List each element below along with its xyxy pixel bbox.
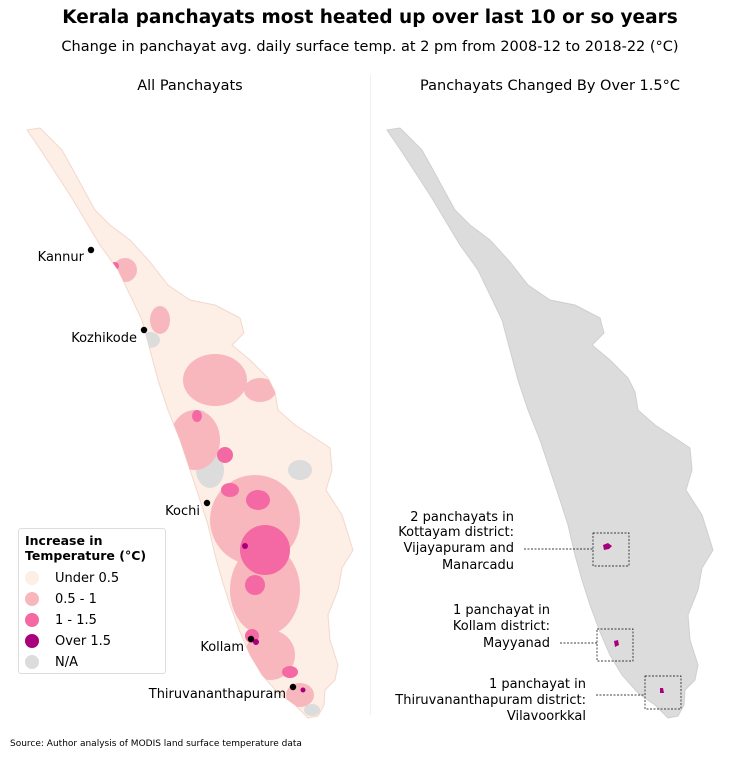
city-marker-kochi <box>203 499 211 507</box>
chart-title: Kerala panchayats most heated up over la… <box>62 7 678 28</box>
legend-swatch-under-0-5 <box>25 571 39 585</box>
city-label-kochi: Kochi <box>165 504 200 519</box>
annotation-kottayam-line1: 2 panchayats in <box>410 510 514 525</box>
annotation-kollam-line2: Kollam district: <box>453 619 550 634</box>
annotation-thiruvananthapuram-line1: 1 panchayat in <box>489 677 586 692</box>
map-left-regions <box>52 189 320 716</box>
annotation-kollam-line3: Mayyanad <box>483 636 550 651</box>
legend-label: N/A <box>55 654 78 670</box>
legend-item: N/A <box>25 652 78 672</box>
panel-left-title: All Panchayats <box>137 78 243 94</box>
legend-title-line1: Increase in <box>25 533 103 548</box>
highlight-thiruvananthapuram <box>660 688 664 693</box>
highlight-kollam <box>614 640 619 647</box>
legend-label: 1 - 1.5 <box>55 612 97 628</box>
panel-divider <box>370 75 371 715</box>
annotation-thiruvananthapuram: 1 panchayat in Thiruvananthapuram distri… <box>394 677 586 724</box>
city-marker-thiruvananthapuram <box>289 683 297 691</box>
legend-item: Over 1.5 <box>25 631 111 651</box>
legend-label: Over 1.5 <box>55 633 112 649</box>
city-label-kollam: Kollam <box>200 640 244 655</box>
legend-label: 0.5 - 1 <box>55 591 97 607</box>
highlight-kottayam <box>603 543 612 550</box>
panel-right-title: Panchayats Changed By Over 1.5°C <box>420 78 680 94</box>
annotation-thiruvananthapuram-line3: Vilavoorkkal <box>507 709 586 724</box>
legend-label: Under 0.5 <box>55 570 120 586</box>
legend-title-line2: Temperature (°C) <box>25 548 147 563</box>
city-label-kozhikode: Kozhikode <box>71 331 137 346</box>
box-kottayam <box>592 532 630 567</box>
box-kollam <box>596 628 634 662</box>
legend-item: 1 - 1.5 <box>25 610 97 630</box>
city-label-kannur: Kannur <box>38 250 85 265</box>
annotation-kottayam-line3: Vijayapuram and <box>403 541 514 556</box>
source-note: Source: Author analysis of MODIS land su… <box>10 739 302 749</box>
city-label-thiruvananthapuram: Thiruvananthapuram <box>148 687 286 702</box>
legend-item: 0.5 - 1 <box>25 589 97 609</box>
legend-item: Under 0.5 <box>25 568 119 588</box>
legend-swatch-1-1-5 <box>25 613 39 627</box>
chart-subtitle: Change in panchayat avg. daily surface t… <box>61 39 679 55</box>
box-thiruvananthapuram <box>644 675 682 710</box>
annotation-kottayam-line4: Manarcadu <box>442 558 514 573</box>
annotation-thiruvananthapuram-line2: Thiruvananthapuram district: <box>394 693 586 708</box>
annotation-kollam: 1 panchayat in Kollam district: Mayyanad <box>453 603 550 651</box>
city-marker-kozhikode <box>140 326 148 334</box>
annotation-kollam-line1: 1 panchayat in <box>453 603 550 618</box>
annotation-kottayam-line2: Kottayam district: <box>398 525 514 540</box>
legend-swatch-over-1-5 <box>25 634 39 648</box>
legend: Increase in Temperature (°C) Under 0.5 0… <box>18 528 166 674</box>
city-marker-kollam <box>247 635 255 643</box>
map-right-base <box>386 127 714 719</box>
legend-swatch-na <box>25 655 39 669</box>
legend-swatch-0-5-1 <box>25 592 39 606</box>
annotation-kottayam: 2 panchayats in Kottayam district: Vijay… <box>398 510 514 573</box>
legend-title: Increase in Temperature (°C) <box>25 533 146 563</box>
map-right <box>386 127 714 719</box>
map-left: Kannur Kozhikode Kochi Kollam Thiruvanan… <box>26 127 354 719</box>
city-marker-kannur <box>87 246 95 254</box>
